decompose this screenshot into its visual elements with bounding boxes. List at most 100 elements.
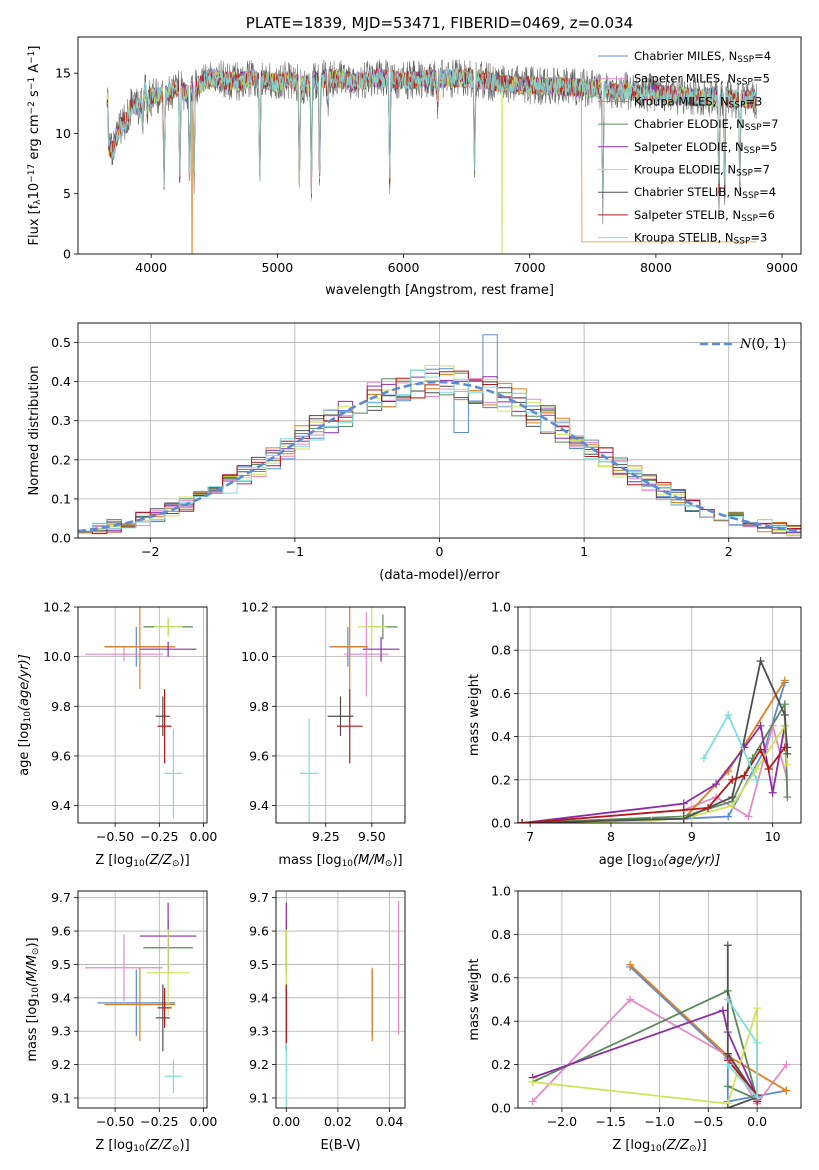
y-tick-label: 9.6 <box>51 748 71 763</box>
x-axis-label: E(B-V) <box>320 1138 360 1153</box>
x-axis-label-part: (Z/Z <box>145 853 173 868</box>
x-tick-label: 0.0 <box>747 1114 767 1129</box>
legend-label-part: Salpeter ELODIE, N <box>634 140 744 154</box>
mass_vs_ebv-panel: 0.00 0.02 0.04 9.1 9.2 9.3 9.4 9.5 9.6 9.7 E(B-V) <box>249 890 406 1153</box>
plot-area <box>78 334 801 537</box>
x-tick-label: 7000 <box>514 260 546 275</box>
legend-label-part: =4 <box>759 185 776 199</box>
weight-point-marker <box>699 754 708 763</box>
x-axis-label-part: 10 <box>652 859 664 869</box>
legend-label: Kroupa MILES, NSSP=3 <box>634 94 762 110</box>
x-tick-label: 9.50 <box>358 829 386 844</box>
x-tick-label: −0.5 <box>693 1114 723 1129</box>
x-tick-label: 0.02 <box>324 1114 352 1129</box>
legend-label: Salpeter ELODIE, NSSP=5 <box>634 140 777 156</box>
x-axis-label-part: 10 <box>650 1144 662 1154</box>
x-axis-label: mass [log10(M/M⊙)] <box>278 853 402 869</box>
y-tick-label: 1.0 <box>491 600 511 615</box>
weight-point-marker <box>724 812 733 821</box>
legend-label-args: (0, 1) <box>751 337 786 352</box>
y-tick-label: 9.8 <box>249 699 269 714</box>
legend-label-part: Salpeter MILES, N <box>634 72 736 86</box>
weight-point-marker <box>723 941 732 950</box>
legend-label-part: Chabrier MILES, N <box>634 49 737 63</box>
weight-point-marker <box>528 1077 537 1086</box>
weight-point-marker <box>752 775 761 784</box>
x-axis-label-part: )] <box>180 1138 190 1153</box>
x-axis-label-part: 10 <box>342 859 354 869</box>
y-tick-label: 0.2 <box>51 452 71 467</box>
x-tick-label: −0.50 <box>96 829 134 844</box>
legend-label-part: =6 <box>758 208 775 222</box>
weight-point-marker <box>782 1086 791 1095</box>
x-tick-label: −2.0 <box>547 1114 577 1129</box>
y-tick-label: 9.2 <box>249 1057 269 1072</box>
y-axis-label-part: λ <box>33 199 43 205</box>
weight-point-marker <box>626 995 635 1004</box>
weight-point-marker <box>679 806 688 815</box>
weight-point-marker <box>626 960 635 969</box>
weight-series-line <box>521 658 789 823</box>
y-axis-label-part: −17 <box>27 164 37 183</box>
weight-point-marker <box>723 995 732 1004</box>
x-tick-label: 6000 <box>388 260 420 275</box>
y-axis-label-part: A <box>27 64 42 77</box>
histogram-series <box>78 365 801 536</box>
x-axis-label-part: Z [log <box>95 1138 133 1153</box>
weight-point-marker <box>723 1082 732 1091</box>
y-tick-label: 9.4 <box>51 990 71 1005</box>
x-axis-label-part: ⊙ <box>385 859 393 869</box>
y-tick-label: 0.5 <box>51 335 71 350</box>
plot-area <box>85 902 197 1093</box>
weight-point-marker <box>647 816 656 823</box>
axes-frame <box>517 606 802 824</box>
x-tick-label: 10 <box>765 829 781 844</box>
weight-point-marker <box>782 1060 791 1069</box>
x-tick-label: 2 <box>725 544 733 559</box>
y-tick-label: 0.0 <box>51 531 71 546</box>
y-tick-label: 0.8 <box>491 643 511 658</box>
x-tick-label: 1 <box>580 544 588 559</box>
weight-series-line <box>727 998 758 1100</box>
y-tick-label: 10.0 <box>43 649 71 664</box>
y-axis-label: mass weight <box>467 674 482 756</box>
legend-label-part: SSP <box>736 169 753 179</box>
y-tick-label: 9.3 <box>51 1024 71 1039</box>
weight-series-line <box>532 989 759 1101</box>
x-tick-label: 0 <box>436 544 444 559</box>
residual-panel: −2 −1 0 1 2 0.0 0.1 0.2 0.3 0.4 0.5 (data-model)/er… <box>27 322 802 583</box>
axes-frame <box>275 890 406 1109</box>
legend-label-part: Chabrier ELODIE, N <box>634 117 745 131</box>
y-tick-label: 0.0 <box>491 1101 511 1116</box>
y-axis-label-part: −1 <box>27 51 37 64</box>
x-tick-label: 0.04 <box>376 1114 404 1129</box>
mass_vs_Z-panel: −0.50 −0.25 0.00 9.1 9.2 9.3 9.4 9.5 9.6 9.7 Z [lo… <box>25 890 217 1154</box>
weight-series-line <box>532 1007 758 1105</box>
chart-title: PLATE=1839, MJD=53471, FIBERID=0469, z=0… <box>246 14 633 32</box>
x-axis-label-part: ⊙ <box>172 859 180 869</box>
plot-area <box>285 901 400 1108</box>
weight-series-line <box>521 746 786 823</box>
x-tick-label: −1 <box>286 544 304 559</box>
weight-point-marker <box>783 760 792 769</box>
y-axis-label-part: −1 <box>27 77 37 90</box>
weight-point-marker <box>740 771 749 780</box>
spectrum-series-line <box>106 68 757 197</box>
age_vs_mass-panel: 9.25 9.50 9.4 9.6 9.8 10.0 10.2 mass [log10(M/M… <box>241 600 406 869</box>
weight-series-line <box>521 679 786 823</box>
legend-label: Salpeter STELIB, NSSP=6 <box>634 208 775 224</box>
weight-point-marker <box>753 1038 762 1047</box>
y-tick-label: 10.2 <box>241 600 269 615</box>
axes-frame <box>77 890 208 1109</box>
legend-label-part: SSP <box>742 191 759 201</box>
y-axis-label-part: age [log <box>17 723 32 776</box>
x-tick-label: 9000 <box>766 260 798 275</box>
plot-area <box>299 607 400 823</box>
y-tick-label: 9.1 <box>51 1090 71 1105</box>
legend-label: Chabrier MILES, NSSP=4 <box>634 49 771 65</box>
weight-point-marker <box>780 700 789 709</box>
legend-label-part: =5 <box>761 140 778 154</box>
